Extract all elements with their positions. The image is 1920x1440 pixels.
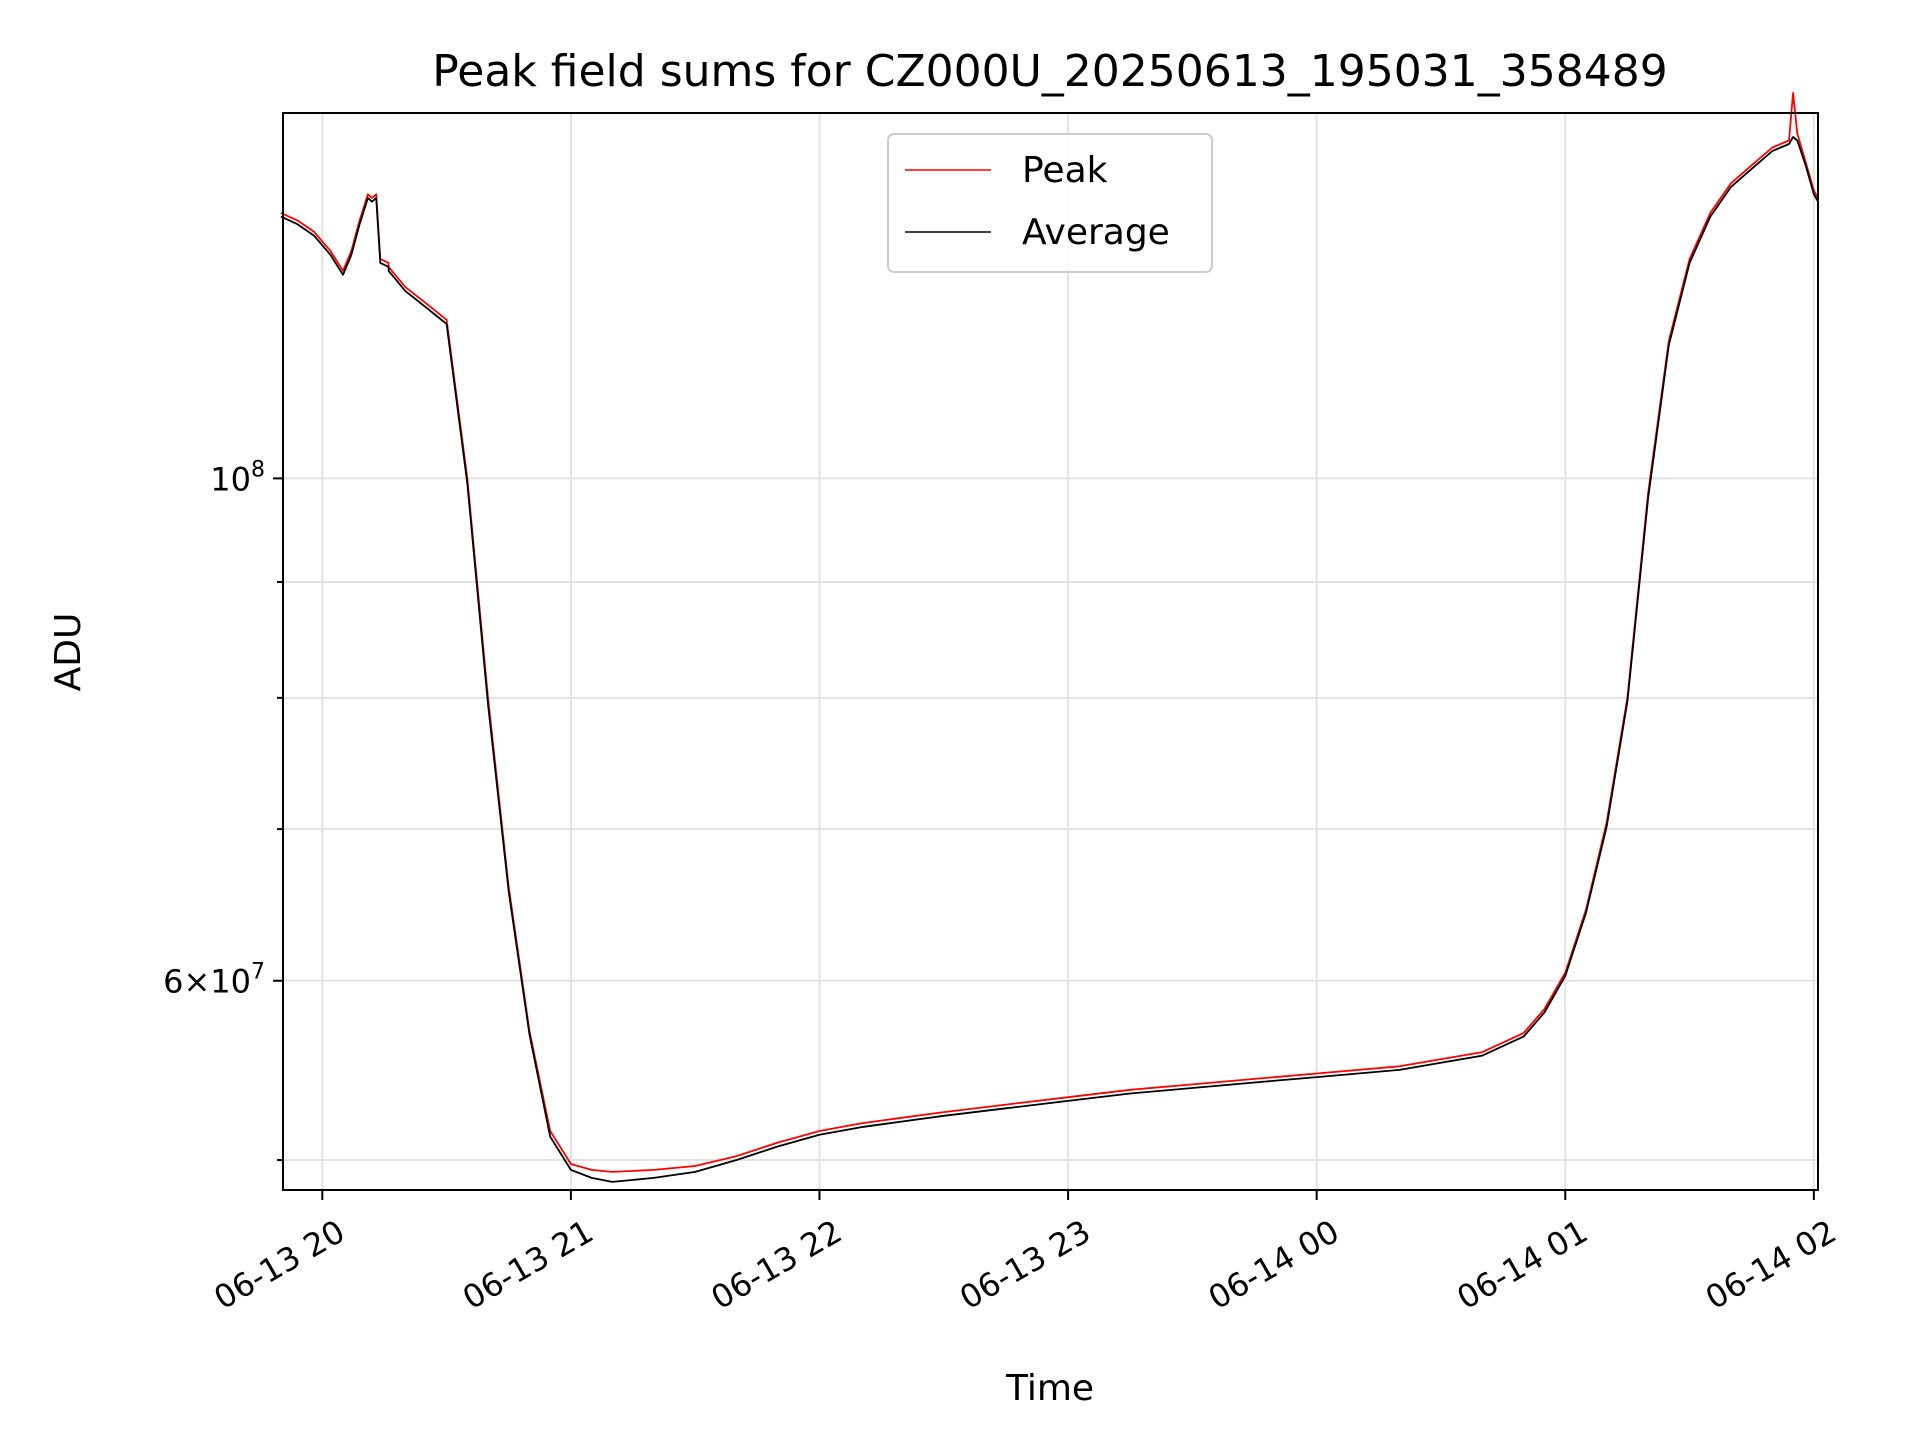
legend-box [887,133,1213,273]
chart-title: Peak field sums for CZ000U_20250613_1950… [432,46,1667,97]
legend: Peak Average [887,133,1213,273]
y-axis-ticks: 108 6×107 [163,457,283,1162]
y-axis-label: ADU [48,613,89,692]
legend-label-peak: Peak [1022,150,1108,191]
plot-frame [282,112,1819,1191]
x-axis-label: Time [1005,1368,1094,1409]
series-line-average [280,136,1819,1183]
legend-label-average: Average [1022,212,1170,253]
y-tick-label: 6×107 [163,960,265,1001]
grid [283,113,1818,1190]
plot-lines [280,92,1819,1183]
y-tick-label: 108 [210,457,265,498]
